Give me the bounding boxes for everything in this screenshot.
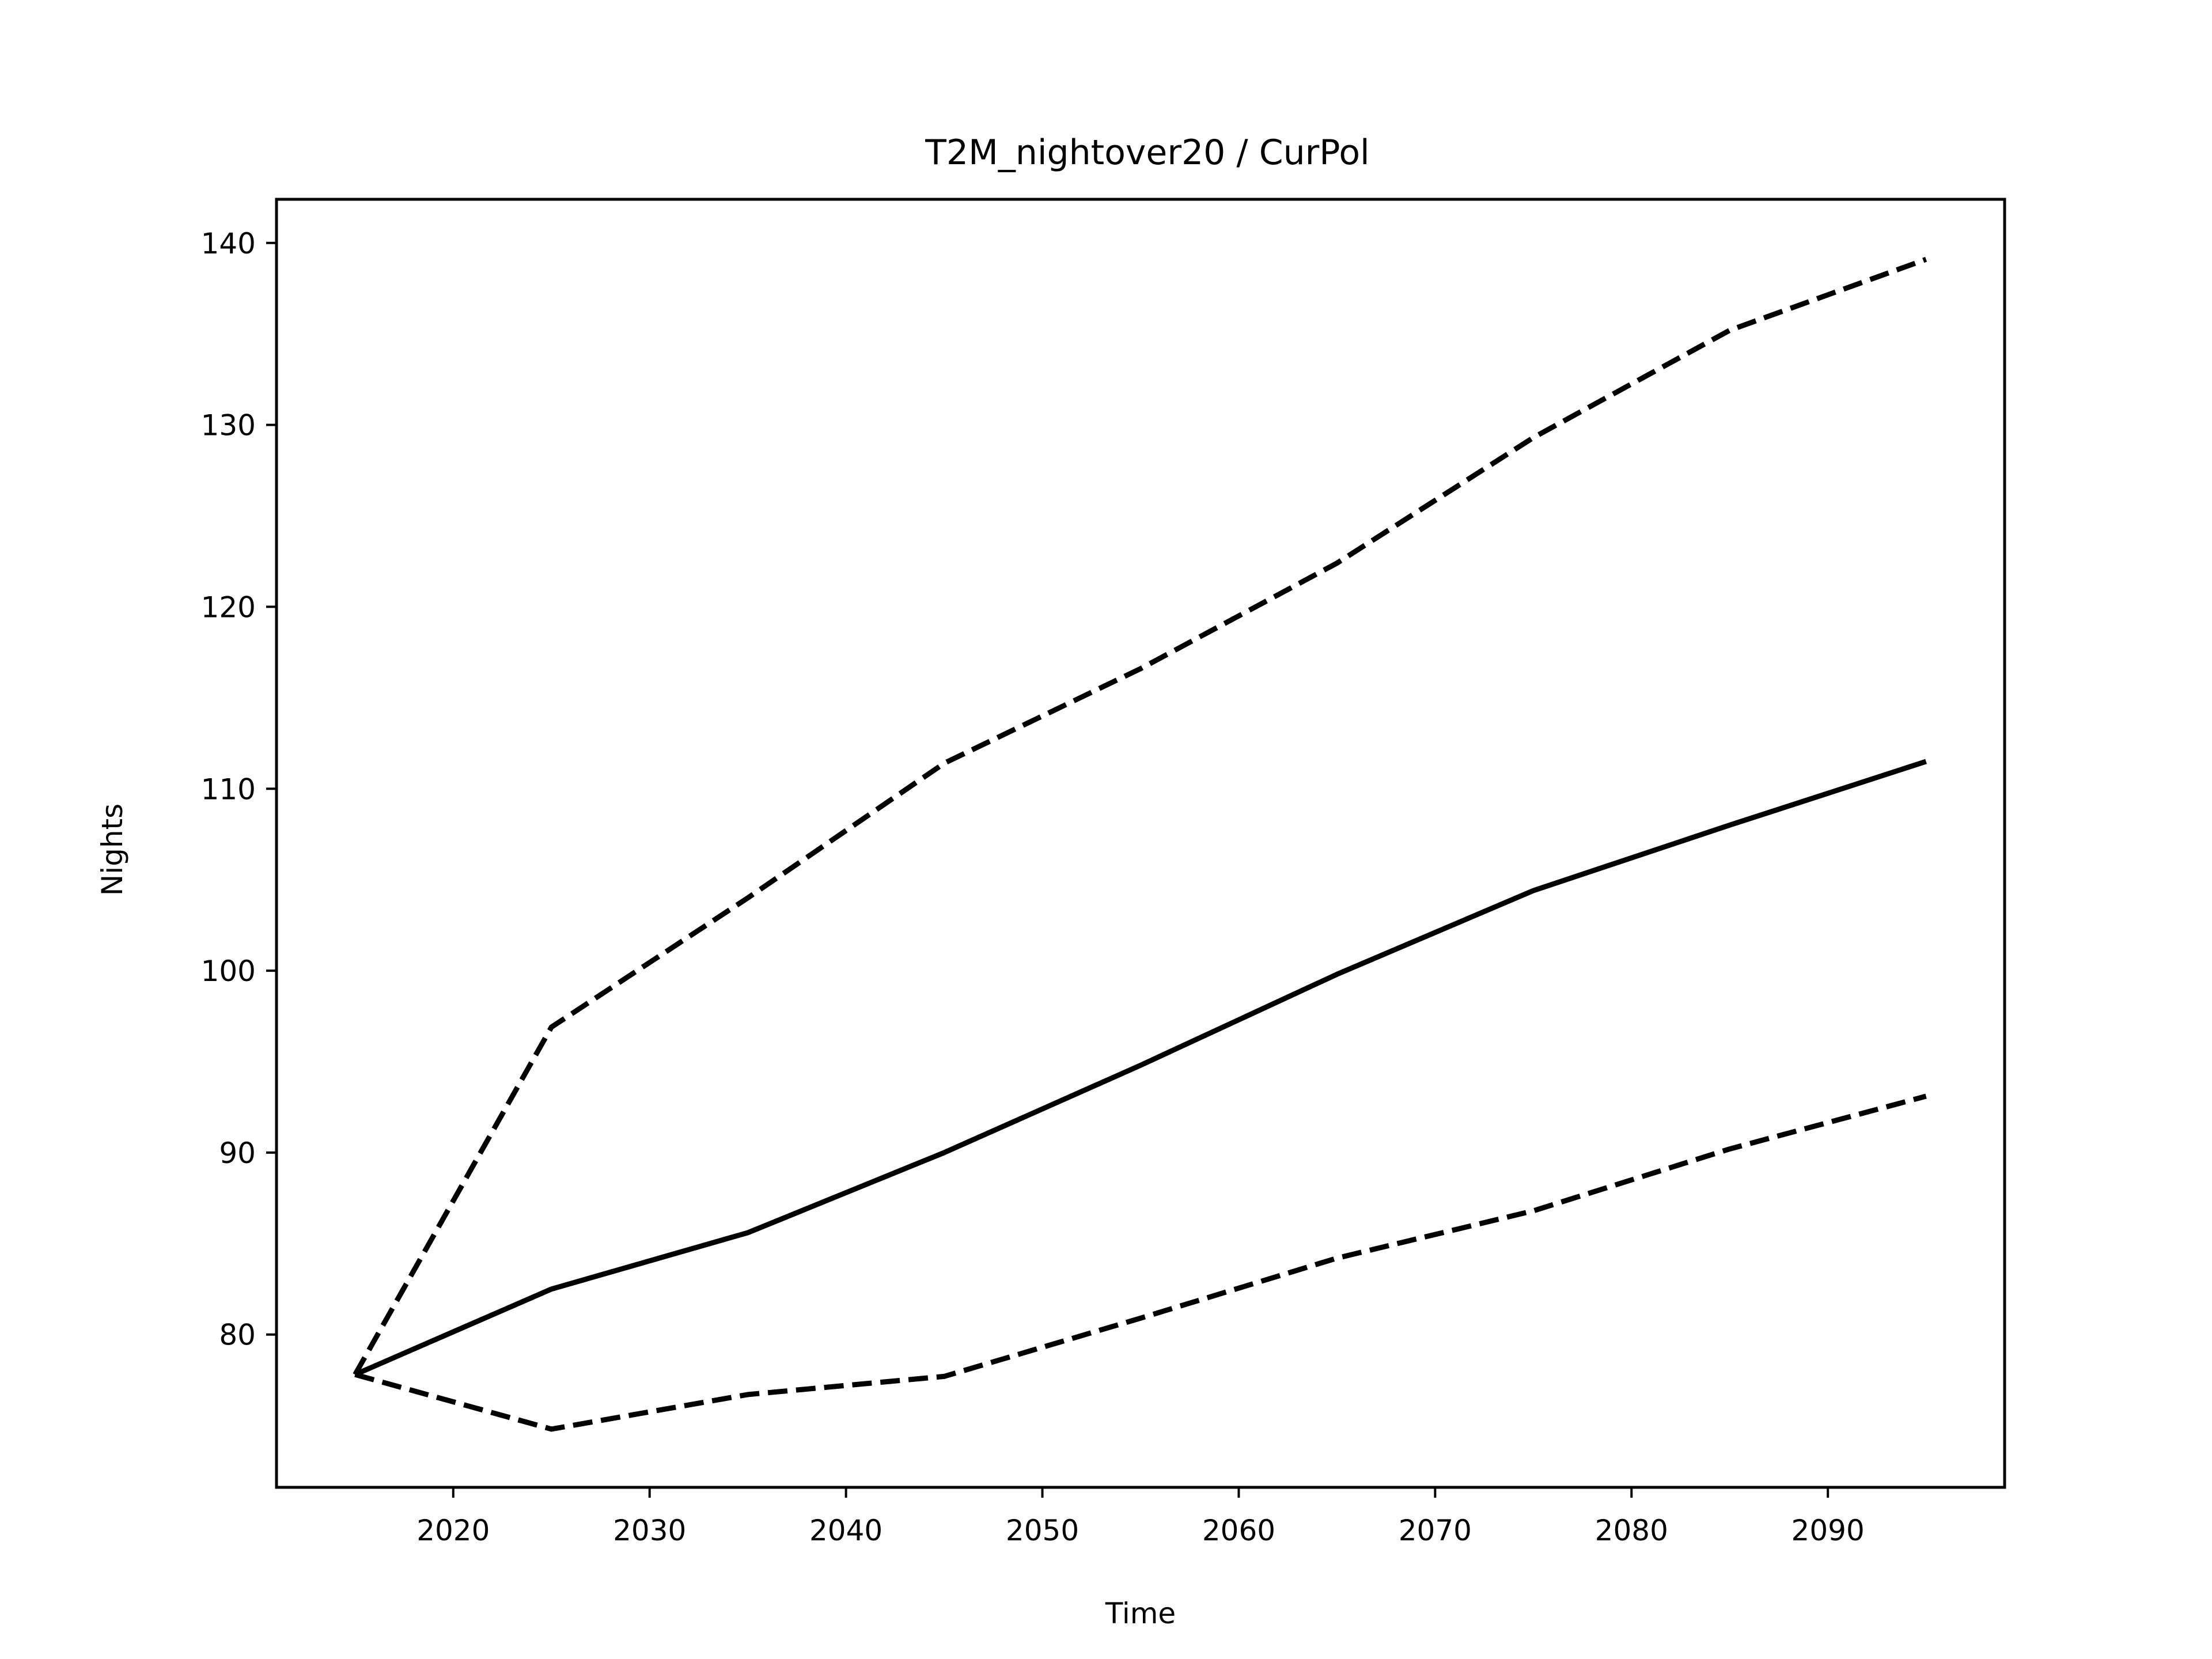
x-tick-label: 2050: [1006, 1514, 1079, 1547]
y-tick-label: 120: [201, 590, 256, 624]
x-tick-label: 2030: [613, 1514, 686, 1547]
x-axis-label: Time: [1105, 1597, 1176, 1630]
x-tick-label: 2090: [1791, 1514, 1865, 1547]
y-tick-label: 90: [219, 1137, 256, 1170]
series-line-1-solid: [354, 759, 1927, 1377]
y-tick-label: 140: [201, 227, 256, 260]
y-tick-label: 110: [201, 772, 256, 806]
x-tick-label: 2080: [1595, 1514, 1668, 1547]
y-axis-label: Nights: [96, 804, 129, 896]
y-axis-ticks: 80 90 100 110 120 130 140: [201, 227, 276, 1352]
series-layer: [353, 256, 1927, 1432]
x-tick-label: 2070: [1399, 1514, 1472, 1547]
y-tick-label: 130: [201, 409, 256, 442]
x-tick-label: 2020: [416, 1514, 490, 1547]
y-tick-label: 100: [201, 955, 256, 988]
plot-area-frame: [275, 198, 2006, 1489]
x-tick-label: 2060: [1202, 1514, 1275, 1547]
y-tick-label: 80: [219, 1319, 256, 1352]
chart-title: T2M_nightover20 / CurPol: [925, 132, 1369, 173]
x-tick-label: 2040: [809, 1514, 882, 1547]
x-axis-ticks: 2020 2030 2040 2050 2060 2070 2080 2090: [416, 1487, 1865, 1547]
series-line-3-dashed: [354, 1093, 1927, 1432]
series-line-2-dashed: [353, 256, 1927, 1376]
